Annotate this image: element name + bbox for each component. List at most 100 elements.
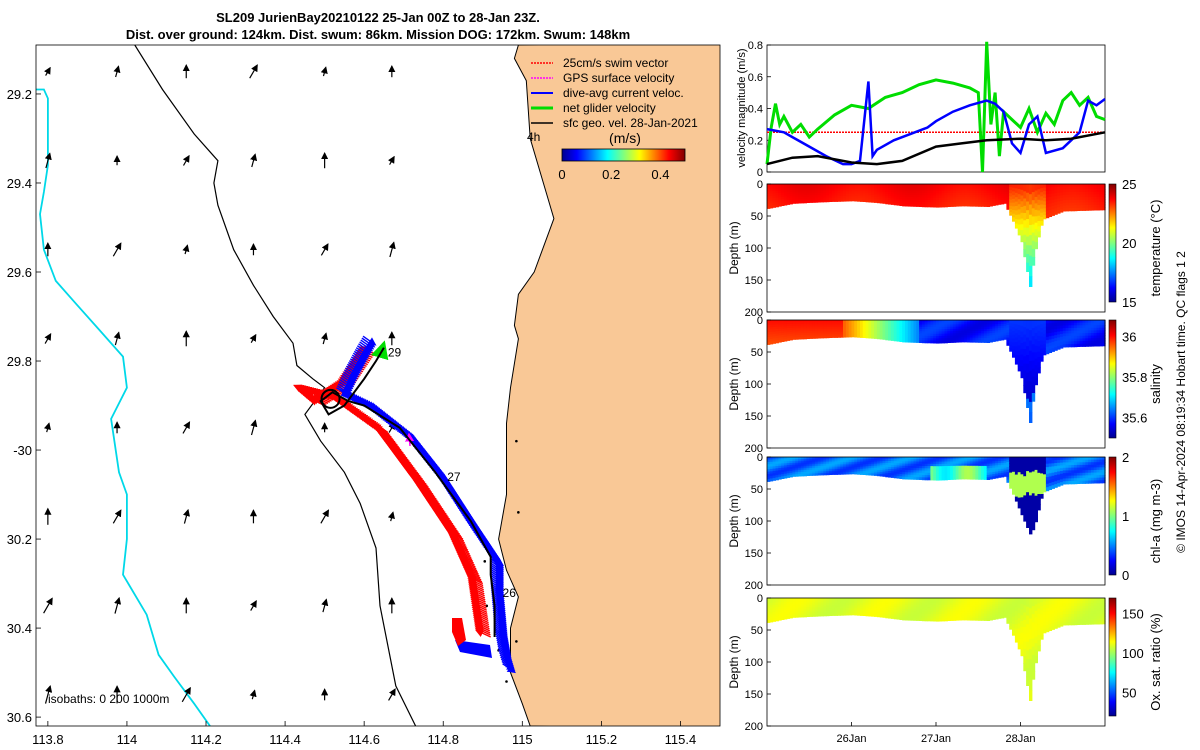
section-cell (907, 615, 912, 619)
section-cell (1054, 190, 1058, 194)
section-cell (798, 474, 802, 477)
section-cell (795, 613, 799, 616)
section-cell (845, 328, 850, 331)
section-cell (874, 184, 878, 187)
section-cell (829, 605, 833, 608)
section-cell (772, 607, 776, 611)
section-cell (1065, 192, 1069, 196)
section-cell (919, 474, 923, 478)
section-cell (1020, 235, 1024, 243)
section-cell (927, 459, 931, 463)
section-cell (969, 470, 974, 473)
section-cell (814, 193, 819, 196)
section-cell (845, 325, 850, 328)
section-cell (981, 326, 985, 330)
section-cell (834, 321, 838, 324)
section-cell (865, 194, 869, 197)
section-cell (1062, 473, 1067, 477)
section-cell (820, 323, 824, 326)
section-cell (890, 461, 895, 464)
section-cell (972, 470, 976, 473)
section-cell (778, 461, 782, 465)
section-cell (1062, 205, 1067, 209)
section-cell (831, 462, 836, 465)
section-cell (938, 326, 943, 330)
section-cell (998, 467, 1002, 470)
section-cell (983, 331, 988, 334)
section-cell (888, 465, 892, 468)
section-cell (860, 185, 864, 188)
section-cell (1057, 477, 1061, 481)
section-cell (806, 458, 810, 462)
section-cell (1076, 335, 1081, 340)
section-cell (992, 461, 996, 464)
section-cell (907, 324, 912, 328)
section-cell (1031, 500, 1036, 509)
section-cell (812, 327, 816, 330)
section-cell (896, 188, 900, 191)
section-cell (938, 611, 943, 615)
section-cell (998, 322, 1002, 325)
section-cell (1074, 480, 1078, 485)
section-cell (834, 601, 838, 604)
section-cell (792, 470, 796, 473)
section-cell (1062, 184, 1067, 188)
section-cell (941, 609, 945, 613)
section-cell (995, 457, 999, 460)
section-cell (769, 619, 774, 623)
section-cell (950, 463, 954, 467)
section-cell (890, 467, 895, 470)
section-cell (851, 463, 855, 466)
section-cell (781, 335, 785, 338)
section-cell (1054, 193, 1058, 197)
section-cell (893, 328, 898, 331)
section-cell (854, 185, 858, 188)
section-cell (865, 187, 869, 190)
section-cell (1085, 341, 1089, 345)
section-cell (837, 604, 841, 608)
section-cell (789, 331, 793, 335)
section-cell (772, 468, 776, 472)
section-cell (1040, 336, 1044, 342)
section-cell (795, 323, 799, 327)
section-cell (902, 324, 906, 328)
section-cell (964, 324, 968, 328)
section-cell (1000, 199, 1005, 203)
section-cell (958, 201, 962, 205)
section-cell (1079, 194, 1083, 198)
section-cell (938, 609, 943, 613)
section-cell (933, 195, 937, 199)
section-cell (913, 186, 917, 189)
section-cell (1000, 322, 1005, 325)
section-cell (837, 328, 841, 331)
section-cell (857, 467, 861, 470)
section-cell (924, 335, 929, 339)
section-cell (1000, 184, 1005, 187)
section-cell (879, 470, 884, 473)
section-cell (916, 615, 920, 619)
section-cell (1079, 202, 1083, 206)
section-cell (767, 602, 771, 606)
section-cell (1054, 469, 1058, 473)
section-cell (795, 611, 799, 614)
section-cell (1062, 208, 1067, 212)
section-cell (972, 333, 976, 336)
section-cell (1023, 198, 1027, 207)
section-cell (975, 472, 979, 476)
section-cell (823, 198, 827, 201)
section-cell (1026, 236, 1030, 246)
section-cell (1062, 320, 1067, 324)
section-cell (781, 600, 785, 603)
section-cell (789, 184, 793, 187)
section-cell (986, 459, 991, 462)
section-cell (1062, 338, 1067, 343)
section-cell (868, 601, 872, 604)
section-cell (933, 320, 937, 323)
section-cell (1065, 336, 1069, 340)
section-cell (888, 604, 892, 607)
section-cell (888, 332, 892, 335)
section-cell (947, 324, 951, 328)
section-cell (972, 199, 976, 203)
section-cell (921, 468, 926, 472)
section-cell (967, 320, 971, 323)
